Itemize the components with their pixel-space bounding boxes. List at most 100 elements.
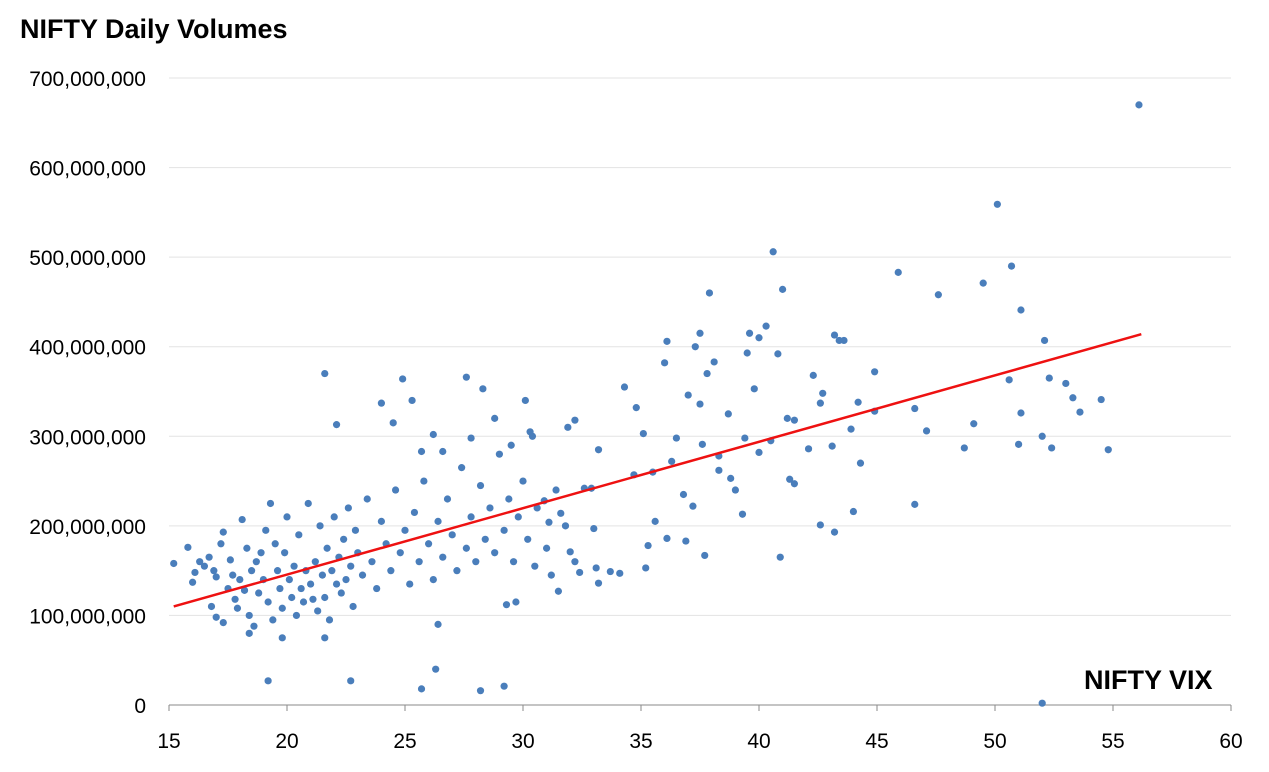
data-point <box>377 517 385 525</box>
data-point <box>189 578 197 586</box>
data-point <box>325 616 334 624</box>
data-point <box>292 611 301 620</box>
x-tick-label: 15 <box>157 730 180 753</box>
data-point <box>491 414 499 422</box>
data-point <box>1048 444 1056 452</box>
data-point <box>1076 408 1084 416</box>
data-point <box>738 510 747 518</box>
data-point <box>248 567 256 575</box>
data-point <box>755 334 763 342</box>
data-point <box>830 331 839 339</box>
x-tick-label: 55 <box>1101 730 1124 753</box>
data-point <box>212 573 220 581</box>
data-point <box>439 553 447 561</box>
data-point <box>663 534 671 542</box>
data-point <box>479 385 487 393</box>
data-point <box>462 544 470 552</box>
data-point <box>321 634 329 642</box>
data-point <box>491 549 499 557</box>
data-point <box>786 475 794 483</box>
data-point <box>679 490 688 499</box>
data-point <box>245 629 253 637</box>
y-tick-label: 600,000,000 <box>29 158 146 181</box>
data-point <box>639 429 647 438</box>
data-point <box>545 518 553 526</box>
data-point <box>332 421 341 429</box>
data-point <box>828 442 836 450</box>
data-point <box>547 571 555 579</box>
data-point <box>684 391 692 399</box>
data-point <box>1062 379 1070 388</box>
data-point <box>509 558 518 566</box>
data-point <box>358 571 367 579</box>
data-point <box>243 544 251 552</box>
data-point <box>226 556 234 564</box>
data-point <box>347 677 355 685</box>
data-point <box>774 350 782 358</box>
data-point <box>1069 394 1077 402</box>
data-point <box>533 504 541 512</box>
data-point <box>349 602 357 611</box>
data-point <box>514 513 522 521</box>
data-point <box>238 515 246 524</box>
data-point <box>219 618 227 627</box>
x-tick-label: 25 <box>393 730 416 753</box>
y-tick-label: 0 <box>134 695 146 718</box>
data-point <box>1045 374 1053 382</box>
data-point <box>495 450 503 458</box>
data-point <box>391 486 400 494</box>
data-point <box>217 540 225 548</box>
data-point <box>616 569 624 577</box>
data-point <box>401 526 409 534</box>
data-point <box>993 200 1001 208</box>
data-point <box>200 562 208 570</box>
data-point <box>592 564 600 572</box>
data-point <box>809 371 817 379</box>
data-point <box>710 358 718 366</box>
data-point <box>351 526 360 534</box>
data-point <box>849 507 858 516</box>
data-point <box>429 576 437 584</box>
data-point <box>696 400 704 408</box>
data-point <box>295 531 303 539</box>
data-point <box>486 504 494 512</box>
data-point <box>434 517 442 525</box>
data-point <box>552 486 560 494</box>
data-point <box>266 499 275 508</box>
data-point <box>236 576 244 584</box>
data-point <box>724 410 732 418</box>
y-tick-label: 400,000,000 <box>29 337 146 360</box>
data-point <box>500 526 508 534</box>
data-point <box>342 576 350 584</box>
data-point <box>271 540 279 548</box>
data-point <box>344 504 352 512</box>
data-point <box>644 541 652 550</box>
axes: 0 100,000,000 200,000,000 300,000,000 400,00… <box>29 68 1242 753</box>
x-tick-label: 35 <box>629 730 652 753</box>
data-point <box>1097 395 1105 404</box>
data-point <box>453 567 461 575</box>
data-point <box>288 593 296 602</box>
data-point <box>1104 446 1112 454</box>
data-point <box>290 562 298 570</box>
data-point <box>571 416 579 424</box>
data-point <box>434 620 442 628</box>
data-point <box>519 477 527 485</box>
data-point <box>790 480 799 488</box>
data-point <box>323 544 331 552</box>
data-point <box>531 562 539 570</box>
data-point <box>663 337 671 345</box>
data-point <box>269 616 277 624</box>
data-point <box>207 602 216 611</box>
data-point <box>309 595 317 603</box>
x-tick-label: 60 <box>1219 730 1242 753</box>
data-point <box>524 535 532 543</box>
data-point <box>554 587 563 595</box>
data-point <box>439 447 447 456</box>
data-point <box>1017 306 1025 314</box>
data-point <box>970 420 978 428</box>
data-point <box>642 564 650 572</box>
data-point <box>502 601 511 609</box>
data-point <box>205 553 213 561</box>
